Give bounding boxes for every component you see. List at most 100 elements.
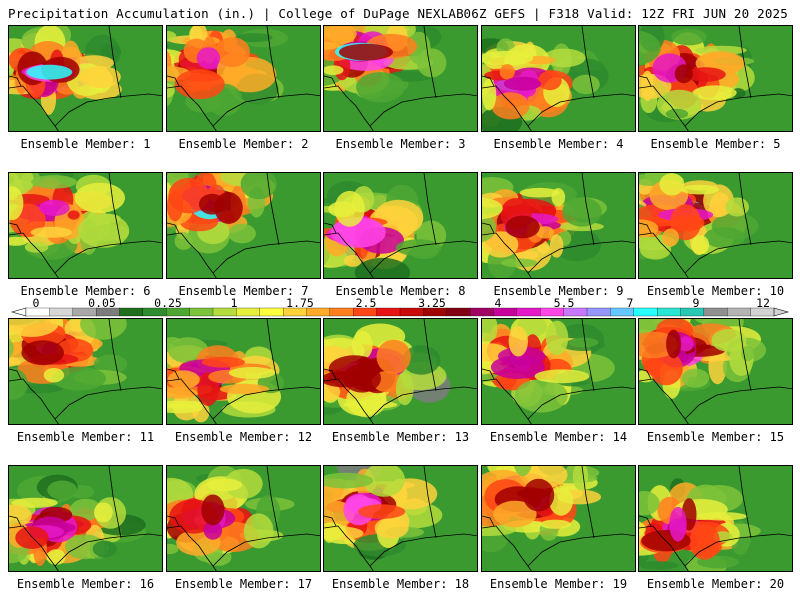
colorbar-swatch [306, 307, 331, 317]
colorbar-swatch [446, 307, 471, 317]
precip-map [481, 172, 636, 279]
colorbar-tick-label: 0.05 [88, 296, 116, 310]
colorbar-right-arrow [773, 307, 790, 317]
precip-map [638, 172, 793, 279]
panel-label: Ensemble Member: 5 [650, 137, 781, 151]
colorbar-swatch [540, 307, 565, 317]
colorbar: 0 0.05 0.25 1 1.75 2.5 3.25 4 5.5 7 9 12 [0, 296, 800, 318]
colorbar-swatch [72, 307, 97, 317]
precip-map [638, 25, 793, 132]
precip-field [482, 466, 635, 571]
precip-field [639, 26, 792, 131]
panel-label: Ensemble Member: 2 [178, 137, 309, 151]
boundary-lines [167, 173, 320, 278]
precip-field [9, 466, 162, 571]
precip-map [323, 172, 478, 279]
colorbar-tick-label: 0.25 [154, 296, 182, 310]
panel-label: Ensemble Member: 18 [331, 577, 470, 591]
precip-field [324, 173, 477, 278]
colorbar-swatch [25, 307, 50, 317]
boundary-lines [639, 466, 792, 571]
boundary-lines [9, 26, 162, 131]
colorbar-swatch [49, 307, 74, 317]
colorbar-swatch [750, 307, 775, 317]
panel-label: Ensemble Member: 3 [335, 137, 466, 151]
precip-map [166, 25, 321, 132]
panel-label: Ensemble Member: 6 [20, 284, 151, 298]
colorbar-swatch [727, 307, 752, 317]
boundary-lines [167, 319, 320, 424]
precip-field [167, 466, 320, 571]
precip-field [482, 173, 635, 278]
precip-field [639, 173, 792, 278]
panel-label: Ensemble Member: 9 [493, 284, 624, 298]
colorbar-tick-label: 3.25 [418, 296, 446, 310]
precip-map [323, 465, 478, 572]
boundary-lines [639, 319, 792, 424]
colorbar-swatch [399, 307, 424, 317]
colorbar-tick-label: 1 [230, 296, 238, 310]
precip-map [8, 465, 163, 572]
colorbar-swatch [563, 307, 588, 317]
chart-title: Precipitation Accumulation (in.) | Colle… [8, 6, 464, 21]
colorbar-swatch [680, 307, 705, 317]
panel-label: Ensemble Member: 8 [335, 284, 466, 298]
boundary-lines [9, 466, 162, 571]
colorbar-swatch [95, 307, 120, 317]
precip-map [481, 465, 636, 572]
colorbar-tick-label: 0 [32, 296, 40, 310]
precip-map [481, 318, 636, 425]
boundary-lines [482, 319, 635, 424]
precip-map [323, 25, 478, 132]
colorbar-tick-label: 2.5 [355, 296, 377, 310]
precip-map [166, 465, 321, 572]
colorbar-swatch [586, 307, 611, 317]
colorbar-tick-label: 5.5 [553, 296, 575, 310]
panel-label: Ensemble Member: 16 [16, 577, 155, 591]
boundary-lines [482, 26, 635, 131]
boundary-lines [482, 466, 635, 571]
precip-map [166, 172, 321, 279]
colorbar-swatch [376, 307, 401, 317]
precip-field [167, 173, 320, 278]
colorbar-scale [10, 307, 790, 317]
colorbar-swatch [656, 307, 681, 317]
panel-label: Ensemble Member: 10 [646, 284, 785, 298]
precip-field [9, 319, 162, 424]
boundary-lines [639, 26, 792, 131]
precip-map [8, 318, 163, 425]
precip-map [638, 318, 793, 425]
boundary-lines [9, 173, 162, 278]
panel-label: Ensemble Member: 4 [493, 137, 624, 151]
precip-map [8, 25, 163, 132]
panel-label: Ensemble Member: 11 [16, 430, 155, 444]
colorbar-swatch [469, 307, 494, 317]
precip-field [482, 319, 635, 424]
boundary-lines [324, 466, 477, 571]
panel-label: Ensemble Member: 15 [646, 430, 785, 444]
precip-field [324, 26, 477, 131]
precip-field [324, 319, 477, 424]
colorbar-swatch [516, 307, 541, 317]
boundary-lines [9, 319, 162, 424]
precip-field [167, 319, 320, 424]
colorbar-left-arrow [10, 307, 27, 317]
colorbar-swatch [633, 307, 658, 317]
precip-field [639, 319, 792, 424]
precip-field [639, 466, 792, 571]
panel-label: Ensemble Member: 20 [646, 577, 785, 591]
boundary-lines [639, 173, 792, 278]
precip-field [482, 26, 635, 131]
colorbar-swatch [282, 307, 307, 317]
colorbar-swatch [493, 307, 518, 317]
colorbar-swatch [610, 307, 635, 317]
colorbar-swatch [236, 307, 261, 317]
panel-label: Ensemble Member: 14 [489, 430, 628, 444]
colorbar-swatch [189, 307, 214, 317]
colorbar-tick-label: 9 [692, 296, 700, 310]
colorbar-swatch [329, 307, 354, 317]
colorbar-tick-label: 4 [494, 296, 502, 310]
colorbar-tick-label: 1.75 [286, 296, 314, 310]
precip-map [481, 25, 636, 132]
precip-field [9, 26, 162, 131]
